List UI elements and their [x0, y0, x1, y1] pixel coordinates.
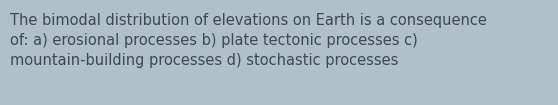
Text: The bimodal distribution of elevations on Earth is a consequence
of: a) erosiona: The bimodal distribution of elevations o… — [10, 13, 487, 68]
